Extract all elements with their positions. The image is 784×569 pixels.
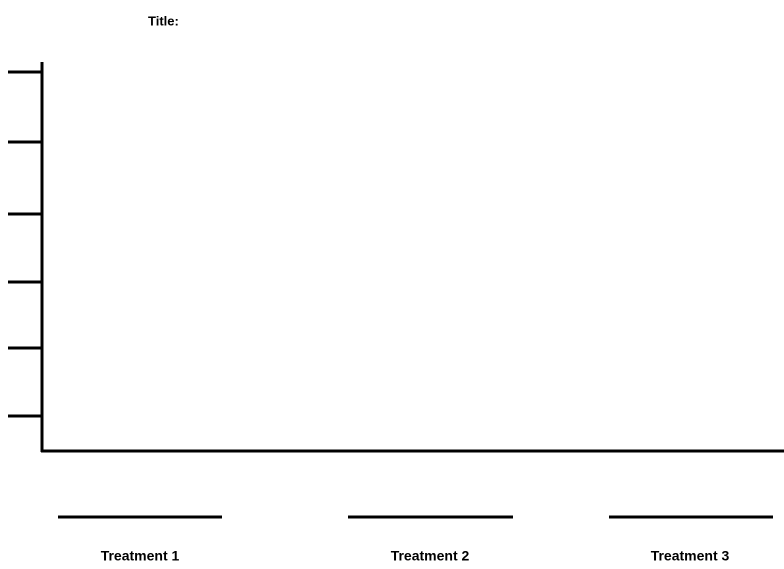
- label: Treatment 3: [651, 548, 730, 564]
- title: Title:: [148, 13, 179, 28]
- label: Treatment 2: [391, 548, 470, 564]
- label: Treatment 1: [101, 548, 180, 564]
